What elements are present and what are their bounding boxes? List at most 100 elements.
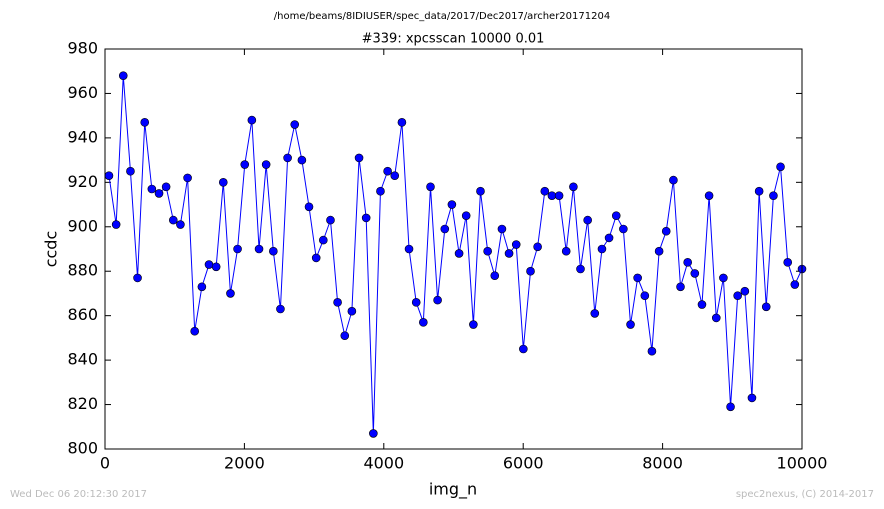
x-tick-label: 4000: [363, 454, 404, 473]
data-point: [319, 235, 328, 245]
plot-frame: [104, 48, 803, 450]
data-point: [304, 202, 314, 212]
data-point: [111, 220, 121, 229]
data-point: [511, 240, 521, 249]
data-point: [704, 191, 714, 200]
data-point: [540, 186, 550, 196]
data-point: [697, 300, 707, 309]
data-point: [576, 264, 585, 274]
data-point: [647, 346, 657, 356]
data-point: [361, 213, 371, 223]
data-point: [719, 273, 728, 283]
data-point: [133, 273, 142, 283]
data-point: [161, 182, 171, 192]
data-point: [626, 320, 635, 329]
x-axis-label: img_n: [429, 480, 477, 500]
data-point: [190, 326, 200, 336]
data-point: [490, 271, 500, 280]
data-point: [454, 249, 464, 258]
data-point: [369, 429, 378, 438]
data-point: [311, 253, 321, 263]
data-point: [218, 178, 228, 187]
data-point: [204, 260, 214, 269]
y-tick-label: 920: [67, 172, 98, 191]
data-point: [676, 282, 685, 292]
data-point: [469, 320, 478, 329]
data-point: [733, 291, 742, 300]
data-point: [290, 120, 300, 129]
data-point: [104, 171, 114, 180]
data-point: [683, 258, 692, 267]
data-point: [476, 186, 485, 196]
y-tick-label: 980: [67, 39, 98, 58]
data-point: [283, 153, 292, 163]
y-axis-label: ccdc: [42, 231, 61, 268]
data-point: [261, 160, 271, 169]
data-point: [147, 184, 157, 194]
data-point: [461, 211, 471, 220]
data-point: [526, 266, 535, 276]
data-point: [654, 246, 664, 256]
data-point: [126, 166, 135, 176]
data-point: [747, 393, 757, 403]
data-point: [333, 298, 342, 307]
data-point: [211, 262, 221, 272]
data-point: [247, 115, 257, 125]
data-point: [347, 306, 357, 316]
data-point: [583, 215, 592, 225]
x-tick-label: 2000: [224, 454, 265, 473]
x-tick-label: 10000: [777, 454, 828, 473]
data-point: [661, 226, 671, 236]
data-point: [197, 282, 207, 292]
data-point: [297, 155, 307, 165]
x-tick-label: 6000: [503, 454, 544, 473]
data-point: [169, 215, 178, 225]
data-point: [761, 302, 771, 312]
data-point: [554, 191, 564, 200]
data-point: [176, 220, 185, 229]
data-point: [154, 189, 164, 198]
data-point: [776, 162, 785, 172]
data-point: [440, 224, 450, 234]
footer-right: spec2nexus, (C) 2014-2017: [736, 489, 874, 500]
x-tick-label: 0: [100, 454, 110, 473]
data-point: [640, 291, 650, 300]
data-point: [326, 215, 335, 225]
data-point: [569, 182, 578, 192]
suptitle: /home/beams/8IDIUSER/spec_data/2017/Dec2…: [274, 11, 610, 22]
data-point: [118, 71, 128, 80]
chart-title: #339: xpcsscan 10000 0.01: [362, 32, 545, 47]
data-point: [497, 224, 507, 234]
data-point: [604, 233, 614, 243]
data-point: [254, 244, 264, 254]
data-point: [483, 246, 492, 256]
data-point: [711, 313, 721, 323]
data-point: [269, 246, 278, 256]
data-point: [354, 153, 364, 163]
data-point: [783, 258, 793, 267]
y-tick-label: 820: [67, 394, 98, 413]
x-tick-label: 8000: [642, 454, 683, 473]
y-tick-label: 860: [67, 305, 98, 324]
data-point: [519, 344, 528, 354]
data-point: [447, 200, 457, 209]
data-point: [619, 224, 628, 234]
y-tick-label: 960: [67, 83, 98, 102]
data-point: [754, 186, 764, 196]
y-tick-label: 900: [67, 216, 98, 235]
y-tick-label: 800: [67, 439, 98, 458]
data-point: [276, 304, 285, 314]
y-tick-label: 840: [67, 350, 98, 369]
data-point: [669, 175, 678, 185]
data-point: [597, 244, 607, 254]
data-point: [383, 166, 392, 176]
data-point: [533, 242, 542, 252]
data-point: [504, 249, 514, 258]
data-point: [340, 331, 350, 340]
data-point: [240, 160, 250, 169]
data-point: [404, 244, 414, 254]
data-point: [726, 402, 735, 412]
data-point: [226, 289, 235, 298]
data-point: [690, 269, 700, 278]
